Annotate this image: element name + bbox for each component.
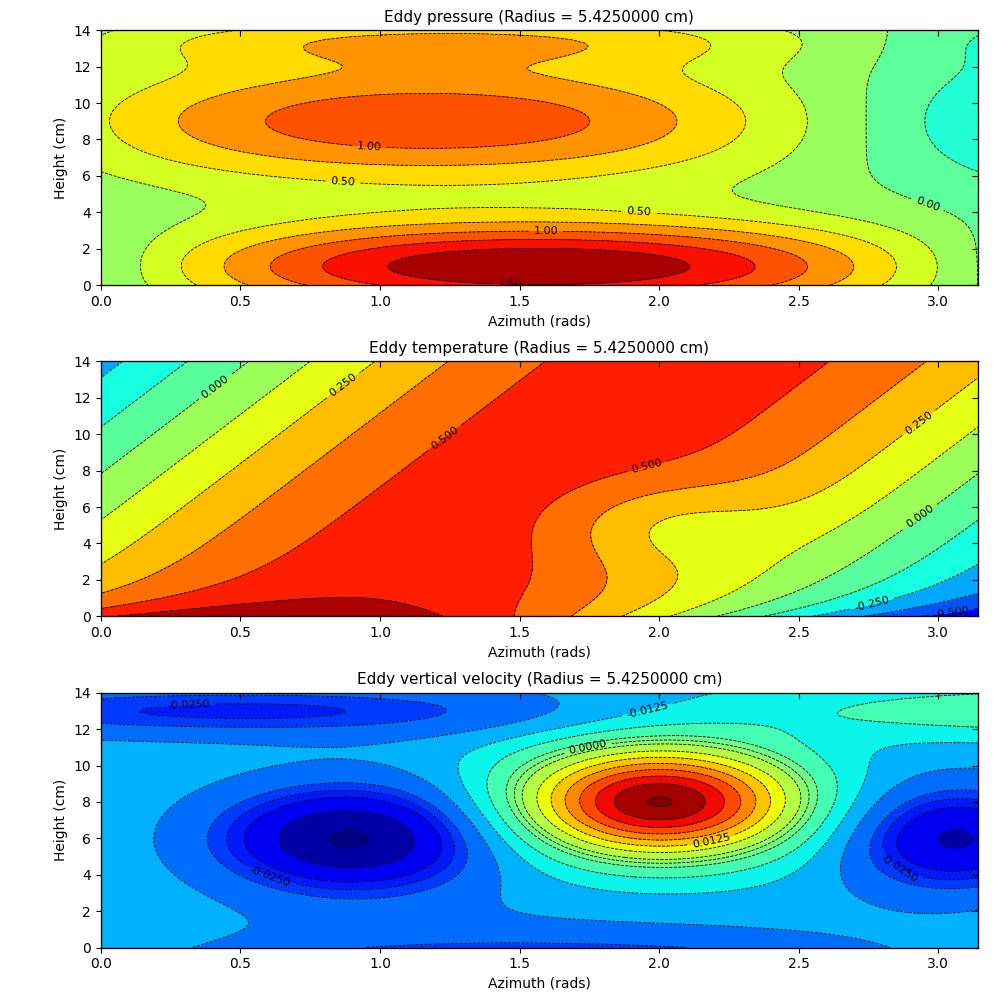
Text: 1.50: 1.50 <box>498 279 523 289</box>
Text: 0.000: 0.000 <box>200 373 231 400</box>
Title: Eddy temperature (Radius = 5.4250000 cm): Eddy temperature (Radius = 5.4250000 cm) <box>369 341 710 356</box>
Text: 0.250: 0.250 <box>328 372 359 399</box>
Text: -0.0250: -0.0250 <box>167 699 211 711</box>
Text: 0.0125: 0.0125 <box>691 832 732 850</box>
Text: 1.00: 1.00 <box>357 141 382 152</box>
Text: 0.250: 0.250 <box>903 409 934 436</box>
Y-axis label: Height (cm): Height (cm) <box>53 117 68 199</box>
Text: 0.00: 0.00 <box>914 196 940 214</box>
Text: 0.500: 0.500 <box>429 424 460 452</box>
Text: -0.0250: -0.0250 <box>248 865 291 889</box>
Text: 1.00: 1.00 <box>533 226 558 236</box>
Text: 0.000: 0.000 <box>905 503 936 530</box>
Y-axis label: Height (cm): Height (cm) <box>53 448 68 530</box>
Title: Eddy pressure (Radius = 5.4250000 cm): Eddy pressure (Radius = 5.4250000 cm) <box>384 10 695 25</box>
Text: 0.500: 0.500 <box>631 458 664 475</box>
Text: 0.50: 0.50 <box>331 176 356 187</box>
Y-axis label: Height (cm): Height (cm) <box>53 779 68 861</box>
Text: 0.50: 0.50 <box>626 207 651 218</box>
Text: -0.0250: -0.0250 <box>878 852 919 884</box>
Text: -0.250: -0.250 <box>854 595 890 613</box>
Text: -0.500: -0.500 <box>933 605 970 620</box>
Text: -0.0125: -0.0125 <box>625 701 669 720</box>
Text: 0.0000: 0.0000 <box>569 739 608 756</box>
X-axis label: Azimuth (rads): Azimuth (rads) <box>488 314 591 329</box>
X-axis label: Azimuth (rads): Azimuth (rads) <box>488 977 591 991</box>
X-axis label: Azimuth (rads): Azimuth (rads) <box>488 645 591 659</box>
Title: Eddy vertical velocity (Radius = 5.4250000 cm): Eddy vertical velocity (Radius = 5.42500… <box>357 672 722 687</box>
